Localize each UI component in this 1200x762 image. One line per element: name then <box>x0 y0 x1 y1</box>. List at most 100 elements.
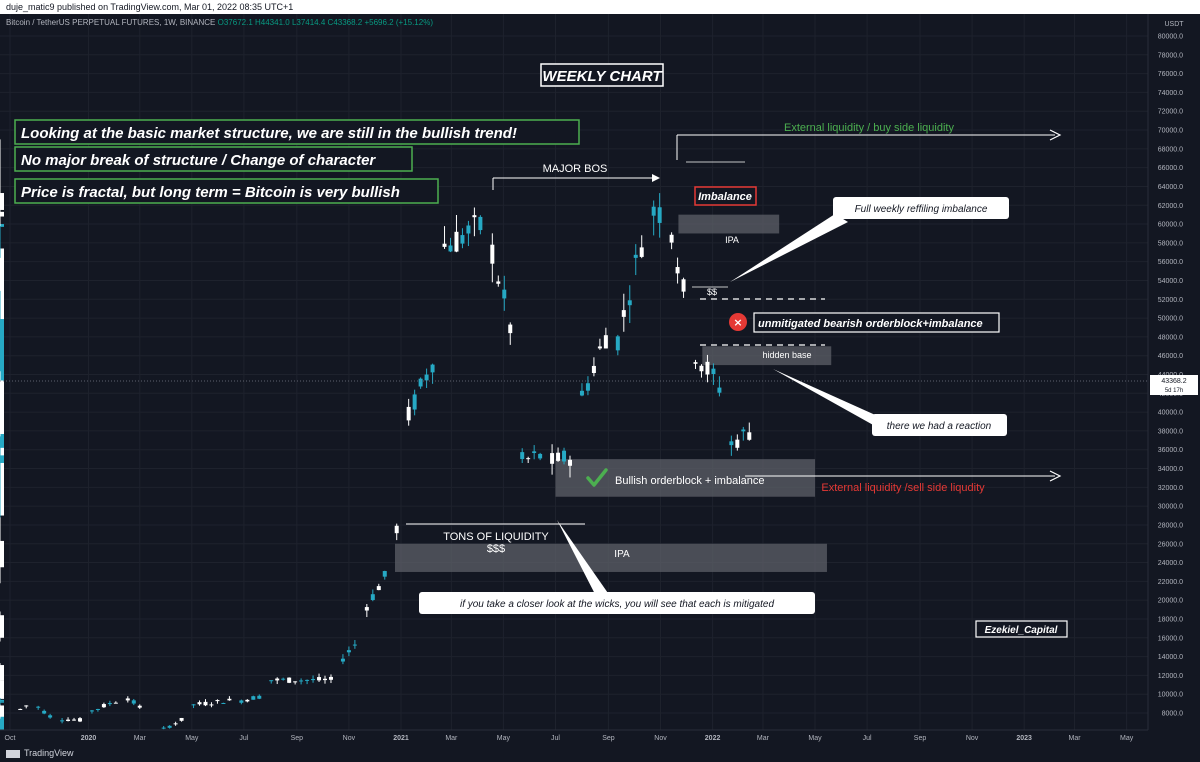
price-tick-label: 66000.0 <box>1158 165 1183 172</box>
candle <box>639 235 644 259</box>
candle <box>48 713 53 719</box>
candle <box>239 699 244 705</box>
no-break-note: No major break of structure / Change of … <box>14 146 413 172</box>
candle <box>179 717 184 722</box>
price-tick-label: 36000.0 <box>1158 447 1183 454</box>
candle <box>197 700 202 706</box>
candle <box>245 699 250 703</box>
candle <box>18 708 23 710</box>
svg-text:No major break of structure /: No major break of structure / Change of … <box>21 152 376 169</box>
candle <box>699 364 704 378</box>
price-tick-label: 30000.0 <box>1158 504 1183 511</box>
time-tick-label: Jul <box>863 735 872 742</box>
candle <box>394 523 399 541</box>
svg-text:Price is fractal, but long ter: Price is fractal, but long term = Bitcoi… <box>21 184 400 201</box>
ipa-top-label: IPA <box>725 235 739 245</box>
candle <box>556 447 561 462</box>
price-tick-label: 80000.0 <box>1158 34 1183 41</box>
price-tick-label: 60000.0 <box>1158 222 1183 229</box>
candle <box>173 721 178 726</box>
candle <box>532 445 537 460</box>
candle <box>382 570 387 580</box>
candle <box>0 445 4 518</box>
candle <box>107 700 112 707</box>
price-tick-label: 62000.0 <box>1158 203 1183 210</box>
candle <box>669 232 674 250</box>
candle <box>717 376 722 397</box>
candle <box>125 696 130 703</box>
price-axis[interactable]: USDT 80000.0 78000.0 76000.0 74000.0 72000.0… <box>1147 14 1200 730</box>
price-tick-label: 56000.0 <box>1158 259 1183 266</box>
candle <box>430 363 435 384</box>
hidden-base-label: hidden base <box>762 350 811 360</box>
candle <box>0 691 4 709</box>
candle <box>735 434 740 451</box>
time-tick-label: May <box>1120 735 1134 742</box>
candle <box>257 694 262 700</box>
triple-dollar-label: $$$ <box>487 543 505 555</box>
candle <box>36 705 41 710</box>
time-tick-label: Mar <box>1069 735 1082 742</box>
candle <box>299 678 304 685</box>
candle <box>526 456 531 464</box>
price-tick-label: 48000.0 <box>1158 334 1183 341</box>
svg-text:Looking at the basic market st: Looking at the basic market structure, w… <box>21 125 517 142</box>
candle <box>657 193 662 238</box>
candle <box>0 712 4 751</box>
candle <box>95 708 100 712</box>
candle <box>72 717 77 721</box>
time-tick-label: Sep <box>291 735 304 742</box>
high-value: H44341.0 <box>255 18 290 27</box>
fractal-note: Price is fractal, but long term = Bitcoi… <box>14 178 439 204</box>
candle <box>472 207 477 237</box>
ipa-top-zone <box>678 214 780 234</box>
candle <box>418 377 423 389</box>
time-axis[interactable]: Oct 2020 Mar May Jul Sep Nov 2021 Mar May Jul Sep No… <box>0 729 1148 744</box>
structure-note: Looking at the basic market structure, w… <box>14 119 580 145</box>
candle <box>424 368 429 388</box>
close-value: C43368.2 <box>327 18 363 27</box>
svg-text:Full weekly reffiling imbalanc: Full weekly reffiling imbalance <box>855 204 988 215</box>
candle <box>454 214 459 253</box>
candle <box>442 226 447 249</box>
price-tick-label: 72000.0 <box>1158 109 1183 116</box>
candle <box>370 589 375 602</box>
candle <box>460 228 465 249</box>
candle <box>131 698 136 706</box>
candle <box>448 237 453 253</box>
candle <box>0 371 4 437</box>
candle <box>568 455 573 478</box>
bullish-ob-label: Bullish orderblock + imbalance <box>615 475 765 487</box>
candle <box>275 677 280 685</box>
candle <box>167 725 172 729</box>
price-tick-label: 28000.0 <box>1158 522 1183 529</box>
footer-bar: TradingView <box>0 744 1200 762</box>
candle <box>364 603 369 618</box>
price-tick-label: 68000.0 <box>1158 146 1183 153</box>
candle <box>251 695 256 700</box>
candle <box>0 393 4 528</box>
time-tick-label: 2023 <box>1016 735 1032 742</box>
buy-side-label: External liquidity / buy side liquidity <box>784 122 954 134</box>
symbol-info-bar[interactable]: Bitcoin / TetherUS PERPETUAL FUTURES, 1W… <box>6 18 433 27</box>
buy-side-arrow <box>1049 129 1062 141</box>
time-tick-label: 2020 <box>81 735 97 742</box>
price-tick-label: 58000.0 <box>1158 240 1183 247</box>
low-value: L37414.4 <box>291 18 326 27</box>
current-price-value: 43368.2 <box>1161 378 1186 385</box>
candle <box>346 646 351 657</box>
candle <box>651 200 656 236</box>
time-tick-label: 2022 <box>705 735 721 742</box>
candle <box>603 327 608 349</box>
price-tick-label: 40000.0 <box>1158 410 1183 417</box>
candle <box>137 704 142 709</box>
checkmark-icon <box>586 468 608 487</box>
price-tick-label: 46000.0 <box>1158 353 1183 360</box>
candle <box>520 448 525 464</box>
price-tick-label: 78000.0 <box>1158 52 1183 59</box>
currency-label: USDT <box>1164 21 1184 28</box>
svg-text:×: × <box>733 316 742 329</box>
candle <box>597 338 602 350</box>
